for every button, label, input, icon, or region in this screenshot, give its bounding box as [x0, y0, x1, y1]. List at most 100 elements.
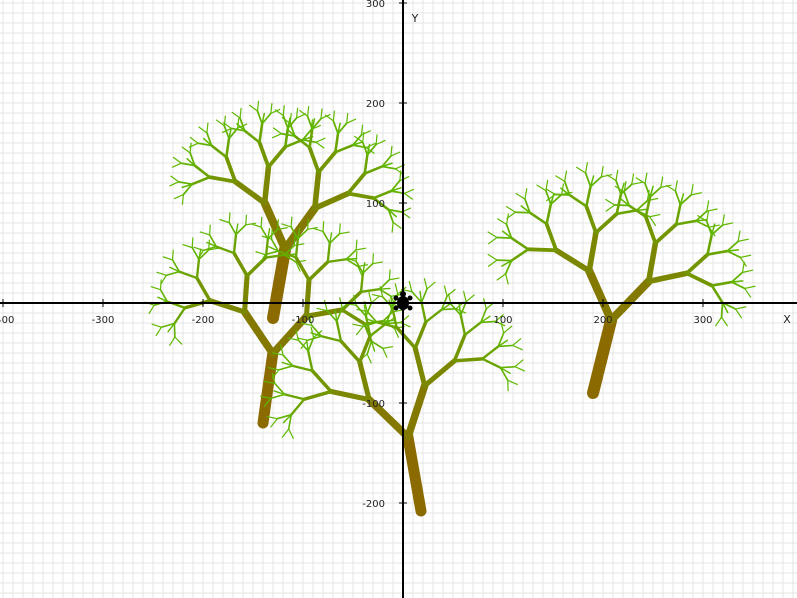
tree-branch — [307, 105, 310, 117]
tree-branch — [315, 141, 325, 149]
tree-branch — [287, 413, 293, 430]
tree-branch — [286, 128, 296, 137]
tree-branch — [496, 236, 513, 239]
tree-branch — [359, 287, 381, 293]
tree-branch — [310, 326, 315, 339]
tree-branch — [308, 127, 314, 149]
tree-branch — [287, 337, 300, 341]
tree-branch — [235, 223, 239, 236]
tree-branch — [274, 109, 284, 117]
tree-branch — [307, 145, 321, 175]
tree-branch — [281, 428, 290, 438]
tree-branch — [281, 361, 294, 367]
tree-branch — [351, 133, 363, 147]
tree-branch — [300, 322, 313, 327]
tree-branch — [365, 395, 412, 441]
tree-branch — [340, 308, 367, 326]
tree-branch — [499, 366, 509, 382]
tree-branch — [705, 220, 713, 236]
tree-branch — [267, 228, 279, 240]
tree-branch — [173, 193, 185, 200]
tree-branch — [313, 330, 323, 339]
tree-branch — [237, 117, 240, 129]
tree-branch — [316, 150, 338, 175]
turtle-body — [397, 296, 409, 310]
tree-branch — [440, 307, 457, 311]
tree-branch — [323, 299, 328, 312]
y-tick-label: 200 — [366, 99, 385, 110]
tree-branch — [674, 190, 682, 206]
trees-layer — [144, 100, 756, 517]
tree-branch — [266, 415, 278, 420]
tree-branch — [210, 144, 228, 159]
tree-branch — [357, 265, 363, 276]
tree-branch — [346, 112, 349, 124]
tree-branch — [259, 395, 272, 399]
tree-branch — [255, 251, 266, 256]
tree-branch — [165, 270, 181, 277]
tree-branch — [620, 183, 633, 196]
tree-branch — [594, 211, 619, 235]
tree-branch — [257, 348, 279, 429]
tree-branch — [322, 221, 325, 233]
tree-branch — [337, 122, 341, 135]
tree-branch — [526, 247, 559, 253]
tree-branch — [710, 280, 733, 287]
tree-branch — [282, 105, 285, 117]
tree-branch — [403, 188, 414, 194]
tree-branch — [334, 132, 340, 154]
tree-branch — [273, 390, 286, 396]
tree-branch — [311, 117, 322, 130]
tree-branch — [160, 274, 167, 285]
tree-branch — [585, 185, 592, 208]
tree-branch — [202, 245, 218, 252]
left-tree — [169, 100, 414, 324]
tree-branch — [326, 309, 338, 323]
tree-branch — [267, 227, 271, 240]
tree-branch — [307, 226, 318, 230]
tree-branch — [649, 185, 654, 198]
tree-branch — [613, 204, 630, 207]
tree-branch — [295, 261, 301, 272]
tree-branch — [180, 162, 196, 167]
tree-branch — [365, 301, 373, 318]
turtle-tail — [401, 309, 405, 313]
tree-branch — [268, 367, 280, 371]
x-tick-label: -400 — [0, 315, 14, 326]
tree-branch — [308, 314, 313, 327]
tree-branch — [721, 222, 734, 226]
tree-branch — [352, 141, 364, 146]
tree-branch — [290, 226, 299, 240]
tree-branch — [600, 174, 613, 178]
tree-branch — [365, 318, 378, 324]
tree-branch — [635, 208, 649, 212]
tree-branch — [420, 301, 427, 324]
tree-branch — [199, 231, 211, 236]
x-tick-label: 200 — [593, 315, 612, 326]
right-tree — [487, 162, 756, 399]
tree-branch — [501, 259, 513, 267]
tree-branch — [281, 117, 291, 124]
tree-branch — [231, 111, 241, 119]
tree-branch — [282, 114, 289, 130]
tree-branch — [362, 131, 365, 143]
tree-branch — [276, 227, 288, 231]
tree-branch — [549, 193, 563, 206]
tree-branch — [497, 332, 505, 348]
tree-branch — [459, 313, 467, 337]
tree-branch — [171, 162, 183, 168]
tree-branch — [280, 132, 296, 137]
tree-branch — [487, 231, 498, 239]
tree-branch — [452, 333, 467, 363]
tree-branch — [741, 269, 754, 273]
x-tick-label: -200 — [192, 315, 215, 326]
tree-branch — [510, 248, 530, 262]
tree-branch — [512, 344, 523, 351]
tree-branch — [328, 389, 372, 403]
tree-branch — [387, 208, 394, 224]
tree-branch — [313, 227, 324, 233]
tree-branch — [394, 283, 399, 295]
tree-branch — [726, 250, 742, 259]
tree-branch — [225, 137, 231, 159]
tree-branch — [560, 187, 571, 196]
